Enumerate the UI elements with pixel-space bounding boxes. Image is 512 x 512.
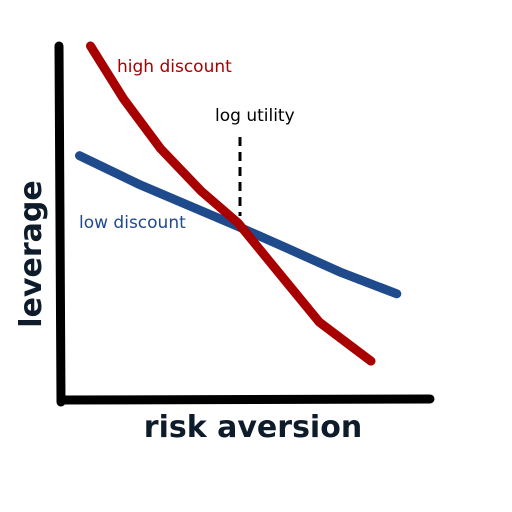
annotation-log-utility: log utility <box>215 106 295 126</box>
y-axis-title: leverage <box>14 180 49 327</box>
series-label-high-discount: high discount <box>117 57 232 77</box>
y-axis-line <box>54 41 66 407</box>
series-label-low-discount: low discount <box>79 213 186 233</box>
x-axis-line <box>56 394 435 405</box>
series-layer <box>75 41 402 366</box>
x-axis-title: risk aversion <box>144 410 362 445</box>
series-line-high-discount <box>86 41 376 366</box>
